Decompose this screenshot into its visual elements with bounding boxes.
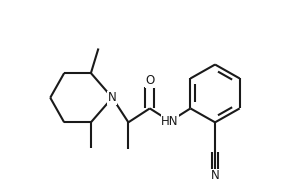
Text: HN: HN (162, 115, 179, 128)
Text: N: N (108, 91, 117, 104)
Text: O: O (145, 74, 155, 87)
Text: N: N (211, 169, 219, 182)
